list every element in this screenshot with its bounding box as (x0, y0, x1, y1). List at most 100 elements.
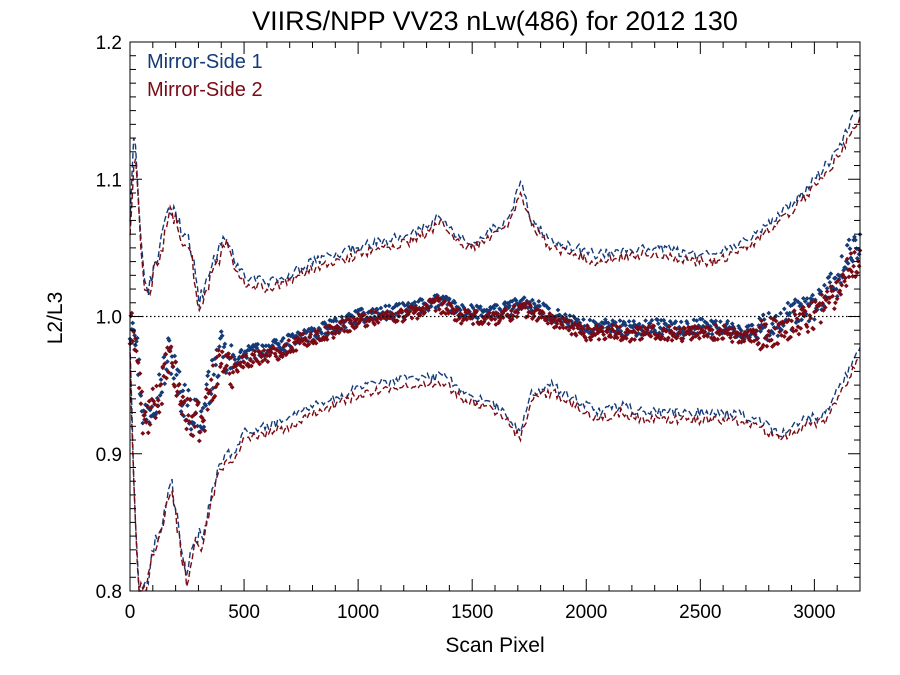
data-point (178, 409, 184, 414)
data-point (200, 405, 206, 411)
data-point (773, 318, 779, 324)
data-point (141, 413, 147, 418)
data-point (555, 307, 561, 313)
data-point (399, 308, 405, 314)
data-point (353, 324, 359, 330)
data-point (154, 383, 159, 389)
data-point (636, 321, 642, 327)
data-point (306, 341, 312, 347)
data-point (797, 311, 803, 317)
data-point (198, 408, 204, 414)
data-point (763, 322, 769, 327)
data-point (296, 337, 302, 342)
data-point (155, 403, 160, 409)
data-point (757, 316, 762, 321)
data-point (340, 318, 345, 323)
data-point (243, 353, 249, 359)
data-point (656, 331, 662, 337)
data-point (659, 334, 665, 339)
data-point (843, 283, 849, 289)
data-point (325, 330, 331, 335)
data-point (705, 333, 710, 339)
data-point (261, 347, 267, 353)
data-point (329, 330, 335, 336)
data-point (731, 326, 737, 331)
data-point (333, 318, 339, 324)
data-point (562, 312, 568, 317)
data-point (457, 311, 463, 316)
data-point (617, 324, 623, 330)
data-point (244, 355, 250, 361)
data-point (331, 335, 336, 341)
data-point (807, 313, 813, 318)
data-point (183, 417, 189, 423)
data-point (384, 309, 390, 315)
data-point (414, 307, 419, 313)
data-point (608, 334, 614, 340)
data-point (307, 335, 313, 340)
data-point (638, 325, 644, 330)
data-point (727, 331, 732, 337)
data-point (820, 300, 825, 306)
data-point (762, 335, 768, 341)
data-point (324, 337, 330, 342)
data-point (251, 352, 257, 358)
data-point (180, 388, 186, 394)
data-point (559, 322, 564, 327)
data-point (203, 394, 209, 400)
data-point (216, 373, 221, 379)
data-point (440, 309, 446, 315)
legend-entry-mirror-side-1: Mirror-Side 1 (147, 51, 263, 73)
data-point (293, 348, 299, 353)
data-point (770, 317, 776, 322)
data-point (847, 267, 853, 272)
data-point (402, 303, 408, 308)
data-point (601, 332, 606, 337)
data-point (182, 398, 188, 404)
data-point (567, 318, 573, 324)
data-point (339, 314, 345, 320)
data-point (623, 330, 628, 335)
data-point (751, 338, 757, 344)
data-point (139, 389, 145, 395)
data-point (775, 341, 781, 347)
data-point (184, 426, 189, 432)
data-point (192, 424, 198, 430)
data-point (781, 306, 787, 312)
data-point (828, 284, 834, 289)
data-point (619, 334, 625, 339)
data-point (801, 296, 806, 301)
data-point (554, 313, 560, 319)
data-point (260, 343, 266, 349)
data-point (322, 324, 328, 330)
data-point (486, 321, 491, 327)
data-point (167, 348, 173, 354)
data-point (332, 331, 338, 336)
data-point (360, 317, 366, 322)
x-tick-label: 2000 (565, 602, 607, 623)
data-point (201, 418, 207, 423)
data-point (588, 337, 594, 343)
series-2-points (127, 248, 863, 444)
x-tick-label: 2500 (679, 602, 721, 623)
data-point (342, 328, 347, 334)
data-point (133, 336, 138, 341)
data-point (159, 401, 165, 407)
data-point (147, 422, 153, 427)
data-point (169, 354, 175, 359)
data-point (846, 274, 852, 280)
data-point (140, 420, 146, 426)
data-point (217, 344, 222, 349)
data-point (766, 328, 772, 334)
data-point (359, 306, 365, 312)
data-point (165, 359, 170, 364)
data-point (846, 237, 852, 243)
data-point (352, 325, 357, 331)
data-point (277, 349, 282, 355)
data-point (546, 306, 552, 311)
data-point (189, 414, 195, 419)
data-point (852, 234, 857, 240)
data-point (822, 305, 828, 310)
data-point (156, 409, 162, 415)
data-point (205, 373, 210, 379)
